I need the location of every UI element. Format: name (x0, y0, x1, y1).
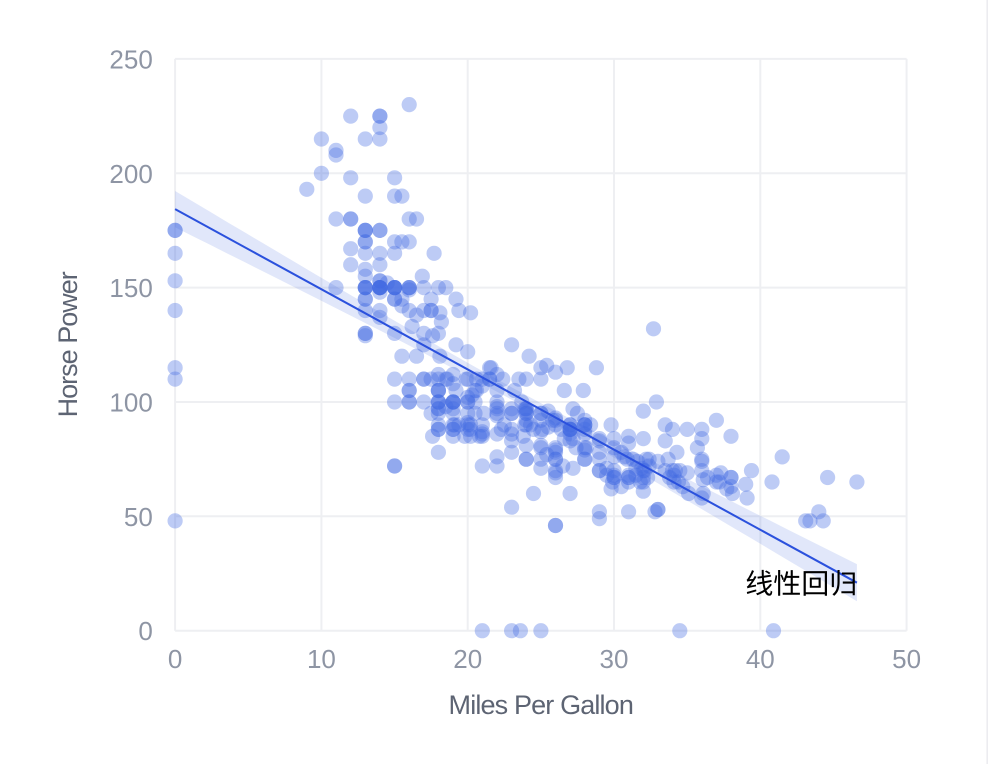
svg-text:200: 200 (109, 159, 152, 189)
svg-text:50: 50 (892, 644, 921, 674)
svg-text:100: 100 (109, 388, 152, 418)
svg-text:30: 30 (600, 644, 629, 674)
svg-text:0: 0 (168, 644, 182, 674)
svg-text:40: 40 (746, 644, 775, 674)
svg-text:0: 0 (138, 616, 152, 646)
svg-text:150: 150 (109, 273, 152, 303)
svg-text:Horse Power: Horse Power (53, 271, 83, 417)
svg-text:Miles Per Gallon: Miles Per Gallon (449, 690, 633, 720)
svg-text:10: 10 (307, 644, 336, 674)
svg-text:20: 20 (453, 644, 482, 674)
svg-text:50: 50 (124, 502, 153, 532)
svg-text:250: 250 (109, 44, 152, 74)
